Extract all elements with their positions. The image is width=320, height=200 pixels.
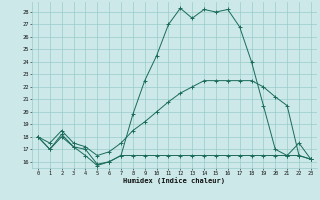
X-axis label: Humidex (Indice chaleur): Humidex (Indice chaleur) [124, 177, 225, 184]
